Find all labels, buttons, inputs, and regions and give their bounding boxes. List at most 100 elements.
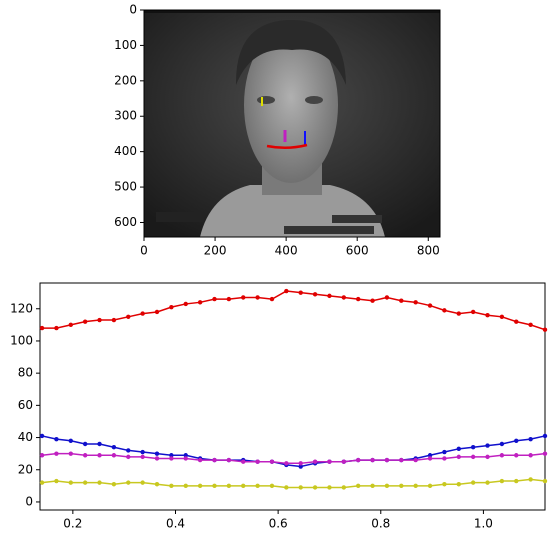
point — [212, 296, 217, 302]
point — [169, 453, 174, 458]
x-tick-label: 0.8 — [371, 517, 390, 531]
y-tick-label: 20 — [18, 462, 33, 476]
point — [97, 480, 102, 485]
point — [499, 453, 505, 458]
point — [355, 296, 361, 302]
point — [341, 459, 347, 464]
point — [111, 453, 117, 458]
x-tick-label: 1.0 — [474, 517, 493, 531]
point — [470, 309, 476, 315]
point — [312, 292, 318, 297]
point — [413, 300, 418, 305]
y-tick-label: 40 — [18, 430, 33, 444]
point — [241, 295, 246, 300]
point — [470, 454, 476, 460]
point — [298, 461, 303, 466]
point — [413, 483, 418, 489]
x-tick-label: 0.2 — [63, 517, 82, 531]
x-tick-label: 400 — [275, 244, 298, 258]
point — [212, 457, 217, 463]
point — [68, 322, 73, 328]
point — [226, 457, 232, 463]
point — [269, 296, 275, 302]
point — [298, 485, 303, 490]
point — [82, 480, 88, 485]
point — [111, 482, 117, 487]
point — [427, 483, 433, 489]
point — [370, 298, 375, 303]
point — [111, 445, 117, 450]
point — [312, 485, 318, 490]
y-tick-label: 500 — [114, 180, 137, 194]
y-tick-label: 80 — [18, 366, 33, 380]
point — [298, 464, 303, 469]
point — [197, 457, 203, 463]
y-tick-label: 200 — [114, 73, 137, 87]
point — [442, 456, 447, 461]
point — [542, 451, 548, 456]
point — [140, 449, 145, 455]
point — [284, 288, 289, 294]
point — [82, 319, 88, 324]
point — [82, 441, 88, 447]
point — [499, 478, 505, 484]
point — [197, 483, 203, 489]
line-series — [41, 452, 546, 465]
point — [514, 478, 519, 484]
point — [399, 298, 404, 303]
x-tick-label: 0 — [140, 244, 148, 258]
y-tick-label: 400 — [114, 144, 137, 158]
point — [140, 311, 145, 316]
point — [514, 438, 519, 443]
point — [456, 446, 461, 452]
y-tick-label: 0 — [129, 3, 137, 17]
point — [97, 453, 102, 458]
point — [355, 483, 361, 489]
point — [68, 451, 73, 456]
point — [269, 483, 275, 489]
point — [427, 456, 433, 461]
point — [327, 293, 332, 299]
point — [269, 459, 275, 464]
point — [183, 483, 188, 489]
point — [542, 478, 548, 484]
point — [169, 304, 174, 310]
point — [456, 311, 461, 316]
point — [355, 457, 361, 463]
point — [140, 454, 145, 460]
point — [82, 453, 88, 458]
line-series — [41, 478, 546, 489]
point — [39, 480, 45, 485]
point — [370, 483, 375, 489]
point — [183, 453, 188, 458]
x-tick-label: 800 — [417, 244, 440, 258]
point — [226, 483, 232, 489]
point — [39, 325, 45, 331]
y-tick-label: 60 — [18, 398, 33, 412]
point — [39, 433, 45, 439]
point — [284, 485, 289, 490]
point — [54, 325, 59, 331]
point — [399, 483, 404, 489]
point — [298, 290, 303, 295]
point — [485, 480, 490, 485]
point — [255, 459, 260, 464]
point — [427, 453, 433, 458]
point — [485, 312, 490, 318]
point — [499, 441, 505, 447]
point — [126, 314, 131, 320]
plot-frame — [39, 282, 546, 511]
y-tick-label: 100 — [10, 333, 33, 347]
point — [528, 322, 533, 328]
point — [327, 485, 332, 490]
point — [255, 295, 260, 300]
point — [154, 451, 160, 456]
point — [384, 483, 390, 489]
x-tick-label: 600 — [346, 244, 369, 258]
x-tick-label: 200 — [204, 244, 227, 258]
x-tick-label: 0.6 — [269, 517, 288, 531]
y-tick-label: 600 — [114, 215, 137, 229]
point — [528, 477, 533, 482]
point — [68, 480, 73, 485]
